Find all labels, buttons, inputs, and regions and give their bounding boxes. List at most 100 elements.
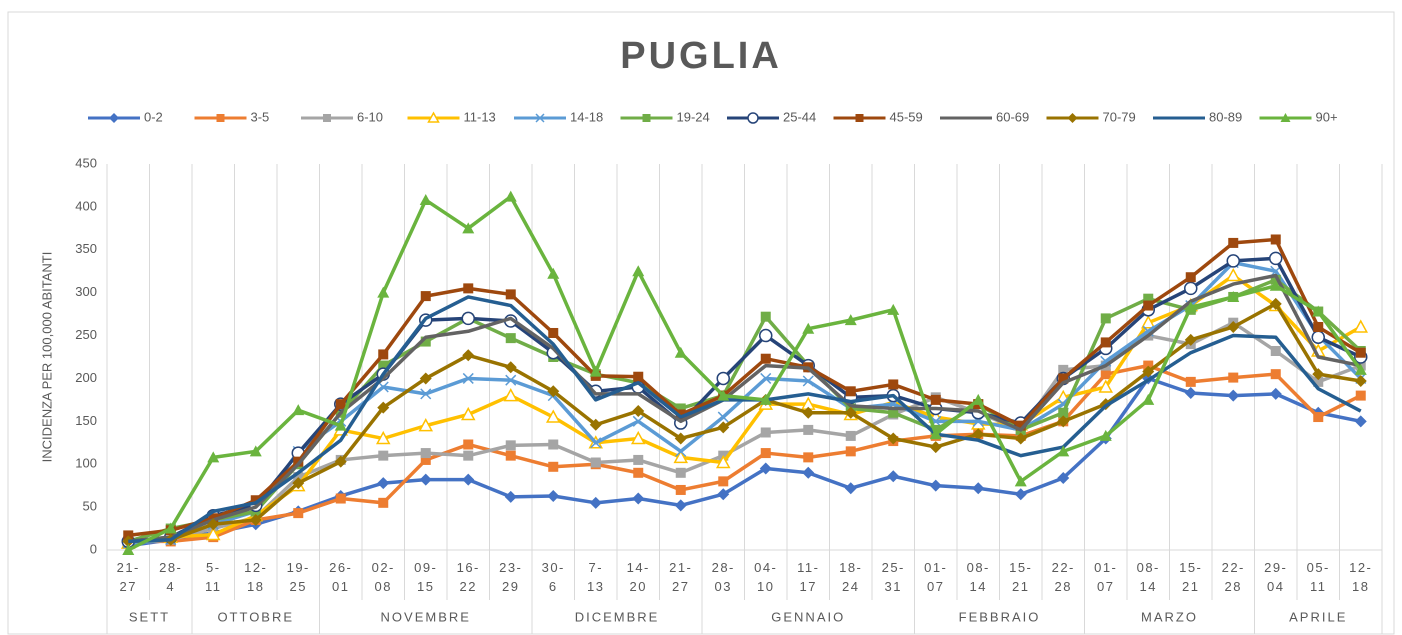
marker <box>216 114 225 122</box>
marker <box>205 526 221 541</box>
marker <box>504 490 517 503</box>
marker <box>323 114 331 122</box>
marker <box>844 482 857 495</box>
marker <box>1269 279 1282 291</box>
marker <box>505 333 516 344</box>
marker <box>759 328 773 343</box>
x-tick-label: 26-01 <box>329 560 352 594</box>
legend-label: 25-44 <box>783 109 816 124</box>
marker <box>632 405 645 418</box>
marker <box>630 430 646 445</box>
marker <box>427 111 440 123</box>
marker <box>929 441 942 454</box>
marker <box>334 455 347 468</box>
marker <box>504 361 517 374</box>
marker <box>888 407 899 418</box>
marker <box>590 457 601 468</box>
x-tick-label: 25-31 <box>882 560 905 594</box>
marker <box>717 411 729 423</box>
marker <box>378 349 389 360</box>
marker <box>463 450 474 461</box>
marker <box>802 406 815 419</box>
series-line <box>128 302 1362 544</box>
marker <box>715 454 731 469</box>
marker <box>1143 293 1154 304</box>
marker <box>717 488 730 501</box>
marker <box>855 114 864 122</box>
marker <box>377 381 389 393</box>
marker <box>1269 251 1283 266</box>
marker <box>249 513 262 526</box>
series <box>122 190 1367 555</box>
y-tick-label: 250 <box>75 327 97 342</box>
x-tick-label: 14-20 <box>627 560 650 594</box>
marker <box>1354 415 1367 428</box>
marker <box>589 418 602 431</box>
marker <box>547 489 560 502</box>
month-label: SETT <box>129 609 170 624</box>
marker <box>675 409 686 420</box>
marker <box>1269 387 1282 400</box>
marker <box>633 454 644 465</box>
month-label: GENNAIO <box>771 609 845 624</box>
x-tick-label: 15-21 <box>1009 560 1032 594</box>
marker <box>759 462 772 475</box>
marker <box>1014 475 1027 487</box>
legend-item: 6-10 <box>301 109 383 124</box>
y-tick-label: 300 <box>75 284 97 299</box>
marker <box>547 385 560 398</box>
marker <box>1058 373 1069 384</box>
marker <box>1311 330 1325 345</box>
marker <box>1057 415 1070 428</box>
month-label: NOVEMBRE <box>381 609 471 624</box>
marker <box>675 467 686 478</box>
marker <box>420 291 431 302</box>
marker <box>1228 237 1239 248</box>
marker <box>674 499 687 512</box>
x-tick-label: 12-18 <box>244 560 267 594</box>
marker <box>462 222 475 234</box>
marker <box>293 472 304 483</box>
marker <box>109 113 119 123</box>
marker <box>461 311 475 326</box>
marker <box>845 386 856 397</box>
series <box>122 297 1367 548</box>
y-tick-label: 200 <box>75 370 97 385</box>
marker <box>335 493 346 504</box>
legend-label: 80-89 <box>1209 109 1242 124</box>
marker <box>1270 274 1281 285</box>
marker <box>802 322 815 334</box>
marker <box>1353 319 1369 333</box>
legend-label: 90+ <box>1316 109 1338 124</box>
marker <box>378 360 389 371</box>
marker <box>1184 301 1197 313</box>
marker <box>249 445 262 457</box>
x-tick-label: 02-08 <box>372 560 395 594</box>
marker <box>674 432 687 445</box>
x-tick-label: 22-28 <box>1222 560 1245 594</box>
marker <box>716 371 730 386</box>
marker <box>1269 297 1282 310</box>
x-tick-label: 01-07 <box>924 560 947 594</box>
marker <box>1067 113 1078 123</box>
marker <box>377 477 390 490</box>
legend-label: 6-10 <box>357 109 383 124</box>
x-tick-label: 23-29 <box>499 560 522 594</box>
marker <box>589 496 602 509</box>
x-tick-label: 05-11 <box>1307 560 1330 594</box>
marker <box>378 497 389 508</box>
marker <box>1355 347 1366 358</box>
marker <box>972 482 985 495</box>
marker <box>1100 337 1111 348</box>
marker <box>632 492 645 505</box>
marker <box>1227 389 1240 402</box>
x-tick-label: 28-03 <box>712 560 735 594</box>
marker <box>1280 113 1291 122</box>
x-tick-label: 09-15 <box>414 560 437 594</box>
marker <box>420 454 431 465</box>
series-line <box>128 320 1362 545</box>
marker <box>1185 272 1196 283</box>
marker <box>845 430 856 441</box>
marker <box>505 289 516 300</box>
legend-label: 45-59 <box>890 109 923 124</box>
